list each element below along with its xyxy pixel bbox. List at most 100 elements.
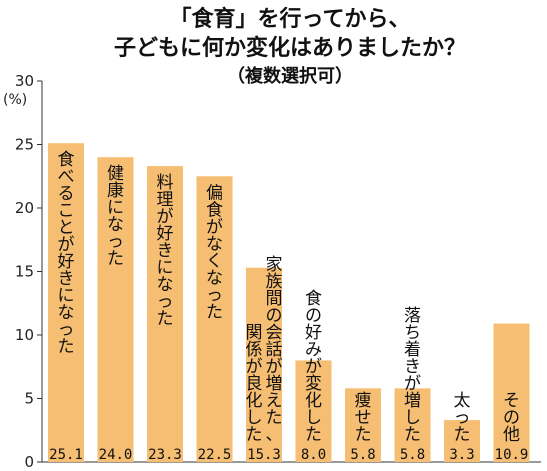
bar-category-char: き	[404, 357, 421, 377]
y-tick-label: 5	[24, 390, 34, 408]
bar-category-char: っ	[107, 232, 124, 252]
bar-category-char: 係	[246, 340, 263, 360]
bar-category-char: 食	[305, 289, 322, 309]
bar-category-char: の	[503, 408, 520, 428]
bar-category-char: 化	[305, 391, 322, 411]
bar-category-char: た	[404, 425, 421, 445]
y-tick-label: 10	[15, 326, 34, 344]
bar-category-char: の	[305, 306, 322, 326]
bar	[48, 143, 84, 463]
bar-category-char: が	[246, 357, 263, 377]
bar-category-char: た	[266, 408, 283, 428]
bar-category-char: 他	[503, 425, 520, 445]
bar-category-label: その他	[503, 391, 520, 445]
bar-category-char: 理	[157, 190, 174, 210]
bar-category-char: に	[58, 286, 75, 306]
bar	[97, 157, 134, 462]
chart-subtitle: （複数選択可）	[227, 65, 353, 87]
bar-category-char: が	[305, 357, 322, 377]
bar-category-char: っ	[206, 285, 223, 305]
bar-value-label: 23.3	[148, 447, 182, 463]
bar-category-char: が	[206, 217, 223, 237]
bar-value-label: 25.1	[49, 447, 83, 463]
bar-category-char: た	[305, 425, 322, 445]
bar	[394, 388, 431, 462]
y-axis-unit: (%)	[3, 92, 27, 108]
bar-category-char: な	[206, 268, 223, 288]
bar-category-char: 変	[305, 374, 322, 394]
bar-category-char: る	[58, 184, 75, 204]
bar-category-char: た	[206, 302, 223, 322]
bar-category-char: 偏	[206, 183, 223, 203]
bar-category-char: し	[404, 408, 421, 428]
bar-value-label: 10.9	[495, 447, 529, 463]
bar	[147, 166, 183, 462]
bar	[345, 388, 381, 462]
bar-category-char: た	[355, 425, 372, 445]
y-tick-label: 25	[15, 136, 34, 154]
bar-category-char: え	[266, 391, 283, 411]
bar-category-char: 増	[404, 391, 421, 411]
bar-category-char: な	[206, 234, 223, 254]
bar-category-char: く	[206, 251, 223, 271]
bar-category-char: 着	[404, 340, 421, 360]
bar-value-label: 24.0	[99, 447, 133, 463]
bar-value-label: 15.3	[247, 447, 281, 463]
bar-category-char: っ	[157, 292, 174, 312]
bar-value-label: 5.8	[400, 447, 425, 463]
bar-category-char: し	[305, 408, 322, 428]
bar-category-char: た	[58, 337, 75, 357]
bar-category-char: き	[58, 269, 75, 289]
bar-category-char: た	[246, 425, 263, 445]
bar-category-char: た	[157, 309, 174, 329]
bar-category-char: 会	[266, 323, 283, 343]
bar-category-char: 落	[404, 306, 421, 326]
bar-category-char: こ	[58, 201, 75, 221]
bar-category-char: き	[157, 241, 174, 261]
bar-category-char: が	[157, 207, 174, 227]
bar-category-char: が	[58, 235, 75, 255]
bar-category-char: な	[157, 275, 174, 295]
chart-title-line-1: 「食育」を行ってから、	[170, 6, 411, 32]
bar-category-char: が	[404, 374, 421, 394]
bar	[246, 267, 282, 462]
bar-value-label: 8.0	[301, 447, 326, 463]
bar-category-char: せ	[355, 408, 372, 428]
y-tick-label: 15	[15, 263, 34, 281]
bar-category-char: み	[305, 340, 322, 360]
bar-category-char: た	[454, 425, 471, 445]
bar-category-char: っ	[454, 408, 471, 428]
bar-category-char: な	[58, 303, 75, 323]
bar-category-char: 化	[246, 391, 263, 411]
bar-category-label: 太った	[454, 391, 471, 445]
bar-category-char: 関	[246, 323, 263, 343]
bar-category-char: な	[107, 215, 124, 235]
chart-title-line-2: 子どもに何か変化はありましたか？	[114, 35, 466, 61]
bar	[196, 176, 233, 462]
bar-category-char: 食	[58, 150, 75, 170]
bar-category-char: 良	[246, 374, 263, 394]
y-tick-label: 20	[15, 199, 34, 217]
bar-category-char: 康	[107, 181, 124, 201]
bar-category-char: に	[157, 258, 174, 278]
bar-category-char: 族	[266, 272, 283, 292]
bar-category-char: と	[58, 218, 75, 238]
bars-group: 25.1食べることが好きになった24.0健康になった23.3料理が好きになった2…	[48, 143, 530, 463]
bar-category-char: 健	[107, 164, 124, 184]
bar-category-char: 間	[266, 289, 283, 309]
bar-value-label: 22.5	[198, 447, 232, 463]
bar-category-label: 痩せた	[355, 391, 372, 445]
bar-value-label: 3.3	[449, 447, 474, 463]
bar-category-char: 、	[266, 425, 283, 445]
bar-category-char: そ	[503, 391, 520, 411]
bar-category-char: し	[246, 408, 263, 428]
bar-category-char: 太	[454, 391, 471, 411]
y-tick-label: 0	[24, 453, 34, 471]
bar	[444, 420, 480, 462]
